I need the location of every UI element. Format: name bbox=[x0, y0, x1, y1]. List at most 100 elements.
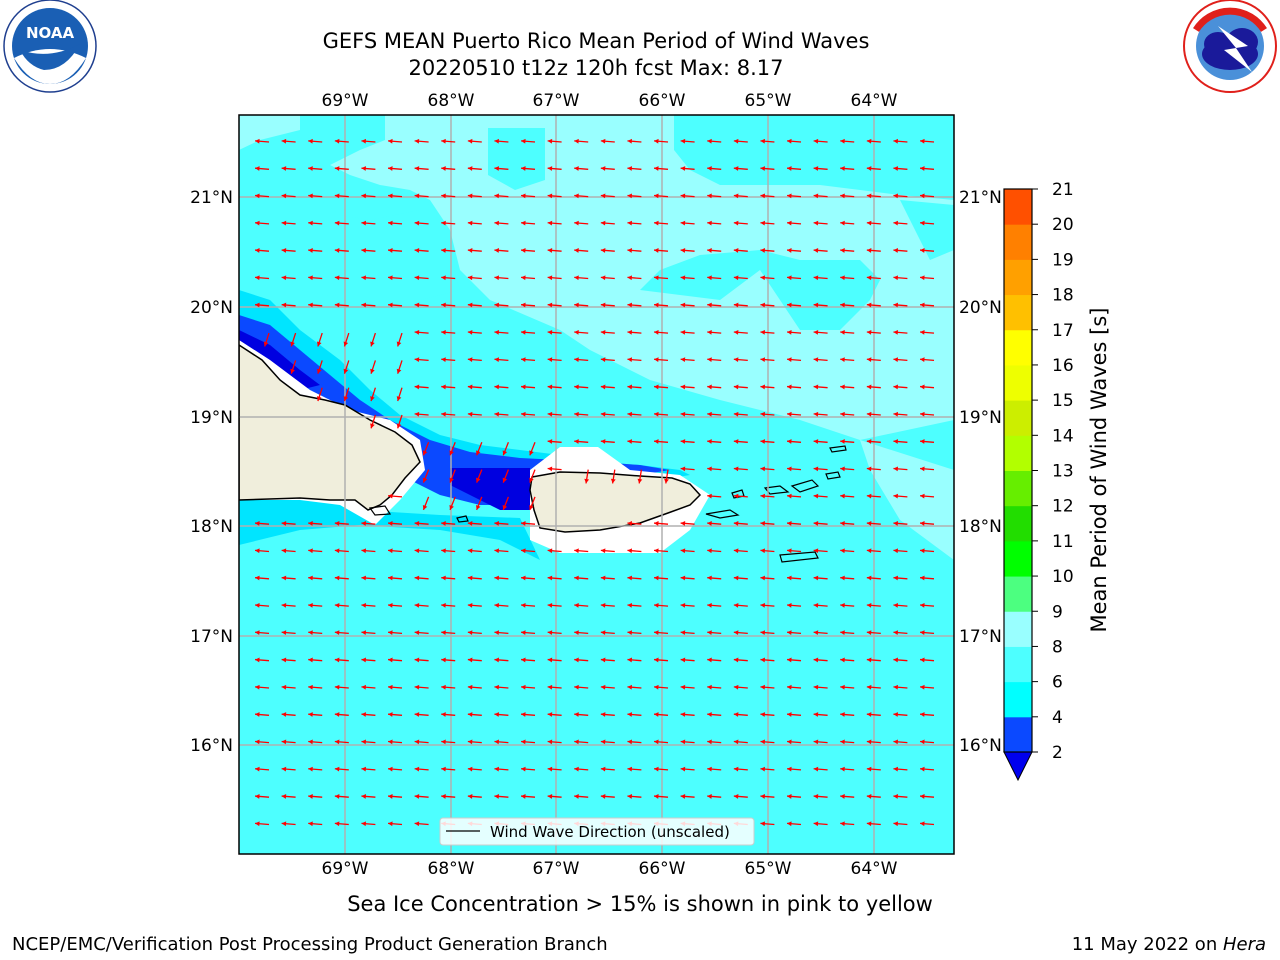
wave-arrow bbox=[574, 575, 589, 581]
colorbar-label: Mean Period of Wind Waves [s] bbox=[1087, 308, 1111, 633]
wave-arrow bbox=[680, 439, 695, 444]
sea-blue-band bbox=[239, 315, 670, 505]
wave-arrow bbox=[414, 138, 429, 144]
wave-arrow bbox=[733, 193, 748, 199]
wave-arrow bbox=[680, 411, 695, 417]
wave-arrow bbox=[574, 794, 589, 799]
lon-label-top: 65°W bbox=[745, 91, 792, 111]
wave-arrow bbox=[441, 329, 456, 335]
wave-arrow bbox=[387, 739, 403, 745]
legend-label: Wind Wave Direction (unscaled) bbox=[490, 823, 730, 841]
wave-arrow bbox=[254, 766, 270, 772]
wave-arrow bbox=[449, 496, 456, 511]
colorbar-tick-label: 11 bbox=[1052, 532, 1074, 552]
wave-arrow bbox=[502, 469, 510, 483]
wave-arrow bbox=[786, 329, 802, 335]
wave-arrow bbox=[600, 275, 615, 281]
wave-arrow bbox=[281, 821, 296, 827]
wave-arrow bbox=[343, 360, 350, 374]
wave-arrow bbox=[786, 602, 802, 608]
wave-arrow bbox=[707, 357, 722, 363]
wave-arrow bbox=[813, 794, 828, 799]
wave-arrow bbox=[866, 357, 881, 363]
wave-arrow bbox=[414, 220, 429, 226]
wave-arrow bbox=[281, 657, 296, 663]
wave-arrow bbox=[786, 739, 802, 745]
wave-arrow bbox=[866, 411, 881, 417]
wave-arrow bbox=[707, 384, 722, 390]
wave-arrow bbox=[334, 630, 349, 636]
wave-arrow bbox=[600, 411, 615, 417]
wave-arrow bbox=[760, 521, 775, 526]
colorbar-tick-label: 8 bbox=[1052, 637, 1063, 657]
wave-arrow bbox=[680, 575, 695, 581]
wave-arrow bbox=[840, 821, 855, 827]
wave-arrow bbox=[680, 166, 695, 171]
wave-arrow bbox=[449, 469, 456, 483]
wave-arrow bbox=[653, 794, 669, 799]
colorbar-tick-label: 13 bbox=[1052, 462, 1074, 482]
wave-arrow bbox=[813, 739, 828, 745]
wave-arrow bbox=[733, 138, 748, 144]
wave-arrow bbox=[866, 630, 881, 636]
wave-arrow bbox=[467, 684, 482, 690]
wave-arrow bbox=[627, 220, 642, 226]
wave-arrow bbox=[494, 302, 509, 308]
footer-host: Hera bbox=[1223, 934, 1266, 955]
colorbar-tick-label: 4 bbox=[1052, 708, 1063, 728]
wave-arrow bbox=[441, 384, 456, 390]
wave-arrow bbox=[334, 548, 349, 554]
lon-label-top: 64°W bbox=[851, 91, 898, 111]
wave-arrow bbox=[361, 548, 376, 554]
wave-arrow bbox=[308, 684, 323, 690]
wave-arrow bbox=[786, 493, 802, 499]
wave-arrow bbox=[520, 684, 536, 690]
wave-arrow bbox=[680, 602, 695, 608]
wave-arrow bbox=[893, 248, 908, 253]
lon-label-top: 67°W bbox=[533, 91, 580, 111]
wave-arrow bbox=[547, 357, 562, 363]
wave-arrow bbox=[893, 766, 908, 772]
wave-arrow bbox=[893, 493, 908, 499]
wave-arrow bbox=[334, 794, 349, 799]
wave-arrow bbox=[637, 469, 643, 484]
wave-arrow bbox=[414, 548, 429, 554]
wave-arrow bbox=[627, 193, 642, 199]
wave-direction-arrows bbox=[254, 138, 935, 827]
wave-arrow bbox=[627, 739, 642, 745]
wave-arrow bbox=[707, 329, 722, 335]
wave-arrow bbox=[840, 357, 855, 363]
wave-arrow bbox=[547, 794, 562, 799]
wave-arrow bbox=[494, 575, 509, 581]
wave-arrow bbox=[733, 575, 748, 581]
colorbar-segment bbox=[1004, 716, 1032, 753]
wave-arrow bbox=[281, 684, 296, 690]
wave-arrow bbox=[840, 493, 855, 499]
wave-arrow bbox=[520, 602, 536, 608]
wave-arrow bbox=[520, 166, 536, 171]
wave-arrow bbox=[813, 248, 828, 253]
wave-arrow bbox=[813, 521, 828, 526]
wave-arrow bbox=[919, 439, 935, 444]
wave-arrow bbox=[574, 684, 589, 690]
wave-arrow bbox=[574, 248, 589, 253]
wave-arrow bbox=[840, 602, 855, 608]
wave-arrow bbox=[361, 739, 376, 745]
wave-arrow bbox=[414, 411, 429, 417]
lat-label-right: 16°N bbox=[959, 736, 1002, 756]
wave-arrow bbox=[547, 466, 562, 472]
wave-arrow bbox=[600, 302, 615, 308]
wave-arrow bbox=[893, 630, 908, 636]
wave-arrow bbox=[813, 602, 828, 608]
map-field bbox=[239, 115, 954, 854]
wave-arrow bbox=[733, 794, 748, 799]
wave-arrow bbox=[290, 360, 297, 374]
wave-arrow bbox=[813, 684, 828, 690]
wave-arrow bbox=[316, 332, 323, 347]
wave-arrow bbox=[680, 193, 695, 199]
colorbar-tick-label: 14 bbox=[1052, 426, 1074, 446]
chart-title: GEFS MEAN Puerto Rico Mean Period of Win… bbox=[323, 29, 870, 53]
wave-arrow bbox=[893, 411, 908, 417]
wave-arrow bbox=[760, 329, 775, 335]
wave-arrow bbox=[387, 521, 403, 526]
